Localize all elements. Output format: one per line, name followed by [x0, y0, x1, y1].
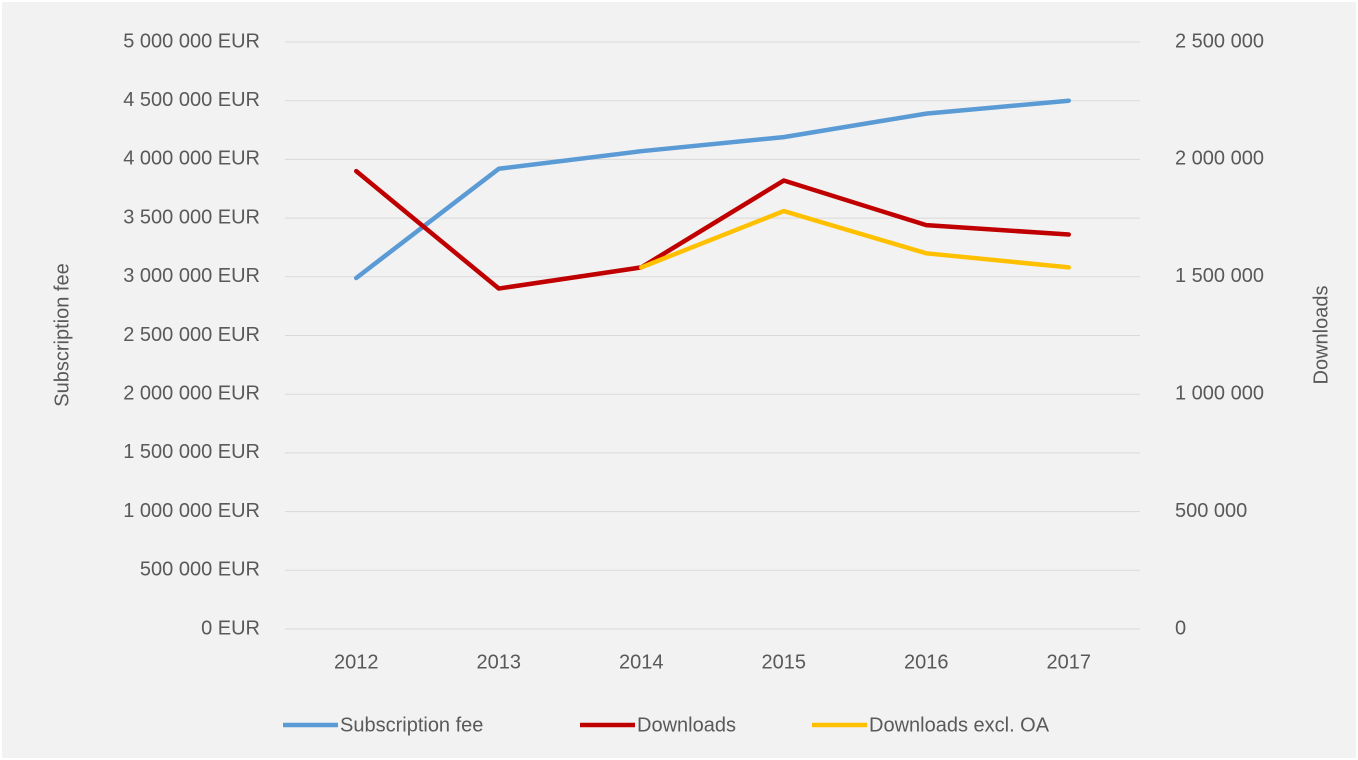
x-tick-label: 2013	[477, 651, 522, 673]
series-line	[354, 98, 1071, 281]
y2-tick-label: 1 000 000	[1175, 382, 1264, 404]
x-tick-label: 2012	[334, 651, 379, 673]
y-tick-label: 5 000 000 EUR	[123, 30, 260, 52]
y2-tick-label: 500 000	[1175, 500, 1247, 522]
y-axis-title: Subscription fee	[51, 263, 73, 406]
y2-tick-label: 2 000 000	[1175, 148, 1264, 170]
y-tick-label: 1 000 000 EUR	[123, 500, 260, 522]
x-tick-label: 2015	[762, 651, 807, 673]
y-tick-label: 4 000 000 EUR	[123, 148, 260, 170]
y-tick-label: 3 500 000 EUR	[123, 206, 260, 228]
x-tick-label: 2017	[1047, 651, 1092, 673]
y-tick-label: 0 EUR	[201, 617, 260, 639]
y-tick-label: 500 000 EUR	[140, 559, 260, 581]
y-tick-label: 3 000 000 EUR	[123, 265, 260, 287]
series-line	[354, 168, 1071, 291]
y2-tick-label: 2 500 000	[1175, 30, 1264, 52]
y-tick-label: 4 500 000 EUR	[123, 89, 260, 111]
series-line	[639, 208, 1071, 270]
y2-axis-title: Downloads	[1310, 286, 1332, 385]
y2-tick-label: 0	[1175, 617, 1186, 639]
legend-label: Downloads	[637, 714, 736, 736]
y-tick-label: 2 500 000 EUR	[123, 324, 260, 346]
y-tick-label: 2 000 000 EUR	[123, 382, 260, 404]
y2-tick-label: 1 500 000	[1175, 265, 1264, 287]
y-tick-label: 1 500 000 EUR	[123, 441, 260, 463]
legend-label: Subscription fee	[340, 714, 483, 736]
legend-label: Downloads excl. OA	[869, 714, 1050, 736]
x-tick-label: 2014	[619, 651, 664, 673]
x-tick-label: 2016	[904, 651, 949, 673]
